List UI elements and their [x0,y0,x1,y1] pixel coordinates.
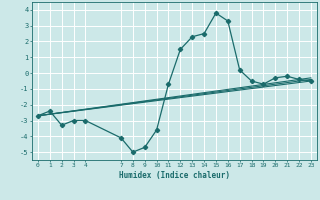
X-axis label: Humidex (Indice chaleur): Humidex (Indice chaleur) [119,171,230,180]
